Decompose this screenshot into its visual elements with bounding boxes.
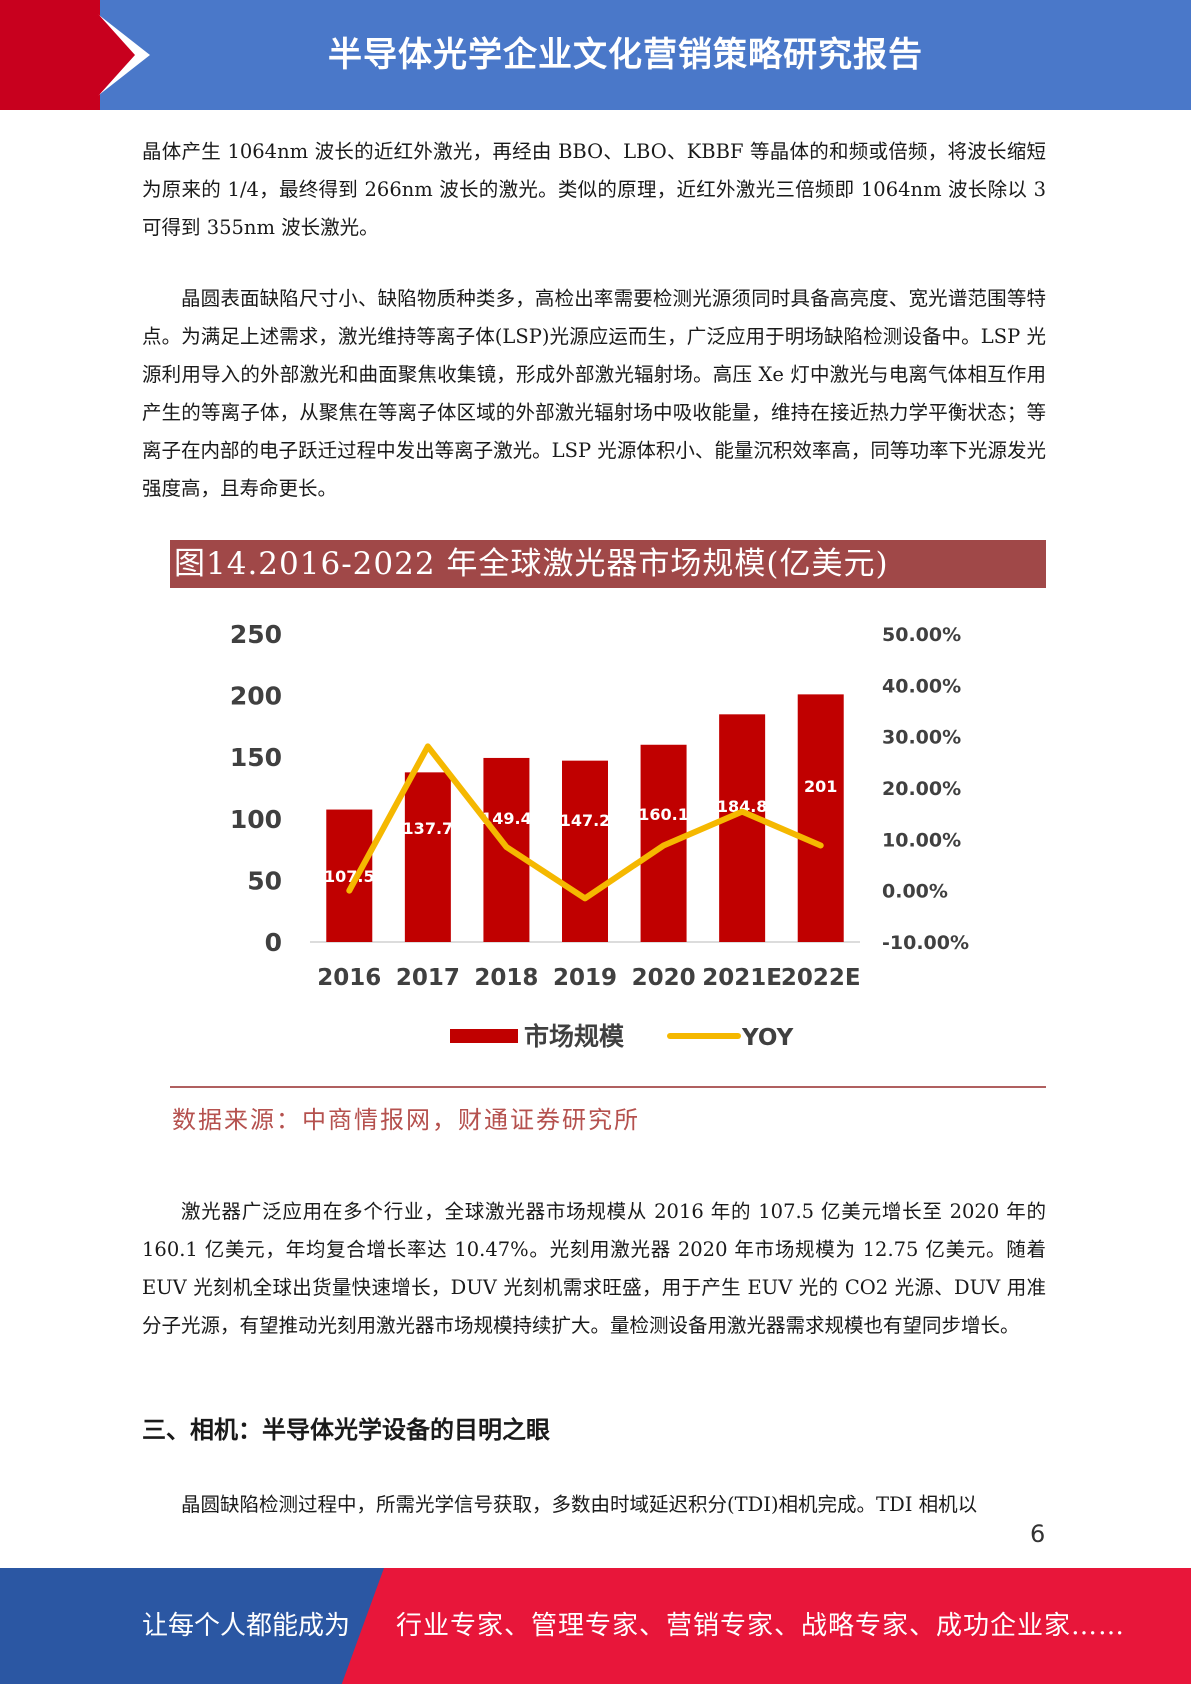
bar-2022E [797, 694, 844, 942]
x-tick-label: 2022E [781, 965, 861, 991]
paragraph-laser-wavelength: 晶体产生 1064nm 波长的近红外激光，再经由 BBO、LBO、KBBF 等晶… [142, 140, 1046, 239]
y-right-tick-label: 0.00% [882, 881, 948, 903]
left-axis: 0 50 100 150 200 250 [230, 620, 860, 957]
y-left-tick-label: 50 [247, 866, 282, 895]
y-left-tick-label: 250 [230, 620, 282, 649]
yoy-line-series [346, 743, 824, 902]
y-right-tick-label: -10.00% [882, 932, 969, 954]
y-right-tick-label: 30.00% [882, 727, 961, 749]
paragraph-tdi-camera: 晶圆缺陷检测过程中，所需光学信号获取，多数由时域延迟积分(TDI)相机完成。TD… [181, 1493, 978, 1516]
x-tick-label: 2017 [396, 965, 460, 991]
y-right-tick-label: 10.00% [882, 829, 961, 851]
y-right-tick-label: 50.00% [882, 624, 961, 646]
header-arrow-shape [0, 0, 135, 110]
footer-slogan-left: 让每个人都能成为 [142, 1611, 351, 1641]
bar-value-label: 184.8 [717, 797, 768, 816]
legend-swatch-bar [450, 1029, 518, 1043]
bar-series [326, 694, 844, 942]
bar-value-label: 201 [804, 777, 837, 796]
figure-title: 图14.2016-2022 年全球激光器市场规模(亿美元) [170, 540, 1046, 588]
page-number: 6 [1030, 1520, 1046, 1548]
y-left-tick-label: 200 [230, 682, 282, 711]
bar-2016 [326, 809, 373, 942]
section-heading: 三、相机：半导体光学设备的目明之眼 [142, 1416, 550, 1444]
y-left-tick-label: 0 [265, 928, 282, 957]
y-left-tick-label: 150 [230, 743, 282, 772]
footer-slogan-right: 行业专家、管理专家、营销专家、战略专家、成功企业家…… [396, 1611, 1126, 1641]
page-footer: 让每个人都能成为 行业专家、管理专家、营销专家、战略专家、成功企业家…… [0, 1568, 1191, 1684]
report-title: 半导体光学企业文化营销策略研究报告 [328, 35, 923, 75]
y-right-tick-label: 20.00% [882, 778, 961, 800]
y-left-tick-label: 100 [230, 805, 282, 834]
paragraph-lsp-source: 晶圆表面缺陷尺寸小、缺陷物质种类多，高检出率需要检测光源须同时具备高亮度、宽光谱… [142, 287, 1046, 500]
chart-legend: 市场规模 YOY [450, 1022, 794, 1051]
x-tick-label: 2021E [702, 965, 782, 991]
x-tick-label: 2016 [317, 965, 381, 991]
legend-label-line: YOY [741, 1025, 794, 1051]
footer-blue-block [0, 1568, 384, 1684]
figure-divider [170, 1086, 1046, 1088]
bar-2021E [719, 714, 766, 942]
page-header: 半导体光学企业文化营销策略研究报告 [0, 0, 1191, 110]
right-axis: -10.00% 0.00% 10.00% 20.00% 30.00% 40.00% 50.0… [882, 624, 969, 954]
bar-value-label: 107.5 [324, 867, 375, 886]
laser-market-chart: 0 50 100 150 200 250 -10.00% 0.00% 10.00% 20.00%… [230, 620, 969, 1051]
x-tick-label: 2020 [632, 965, 696, 991]
bar-value-label: 160.1 [638, 805, 689, 824]
bar-value-label: 137.7 [403, 819, 454, 838]
bar-value-label: 147.2 [560, 811, 611, 830]
legend-label-bar: 市场规模 [524, 1022, 625, 1051]
y-right-tick-label: 40.00% [882, 675, 961, 697]
bar-2017 [404, 772, 451, 942]
bar-2019 [562, 760, 608, 942]
x-tick-label: 2019 [553, 965, 617, 991]
paragraph-laser-market: 激光器广泛应用在多个行业，全球激光器市场规模从 2016 年的 107.5 亿美… [142, 1200, 1046, 1337]
figure-source: 数据来源：中商情报网，财通证券研究所 [172, 1106, 640, 1134]
x-tick-label: 2018 [474, 965, 538, 991]
bar-value-label: 149.4 [481, 809, 532, 828]
